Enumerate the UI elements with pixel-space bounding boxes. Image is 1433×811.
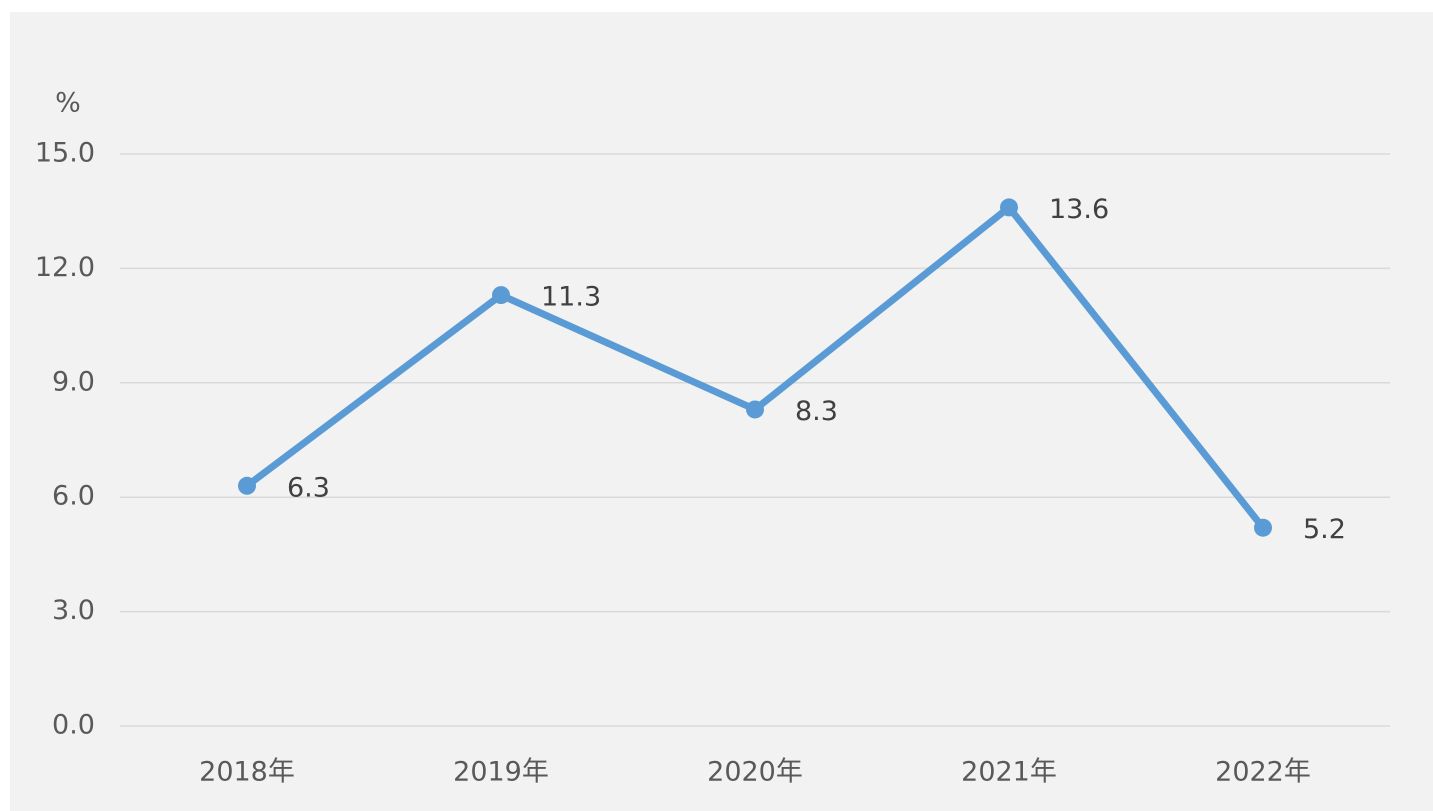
x-tick-label: 2019年 [453,757,549,788]
y-tick-label: 12.0 [35,252,95,283]
x-tick-label: 2022年 [1215,757,1311,788]
x-tick-label: 2018年 [199,757,295,788]
marker [238,476,256,495]
y-tick-label: 3.0 [52,595,95,626]
y-tick-label: 15.0 [35,138,95,169]
data-label: 8.3 [795,396,838,427]
marker [746,400,764,419]
y-axis-label: % [55,88,81,119]
data-label: 13.6 [1049,194,1109,225]
y-tick-label: 6.0 [52,481,95,512]
chart-background [10,12,1433,811]
y-tick-label: 9.0 [52,366,95,397]
data-label: 5.2 [1303,514,1346,545]
data-label: 6.3 [287,472,330,503]
marker [1000,198,1018,217]
marker [1254,518,1272,537]
x-tick-label: 2021年 [961,757,1057,788]
x-tick-label: 2020年 [707,757,803,788]
y-tick-label: 0.0 [52,710,95,741]
marker [492,286,510,305]
data-label: 11.3 [541,282,601,313]
